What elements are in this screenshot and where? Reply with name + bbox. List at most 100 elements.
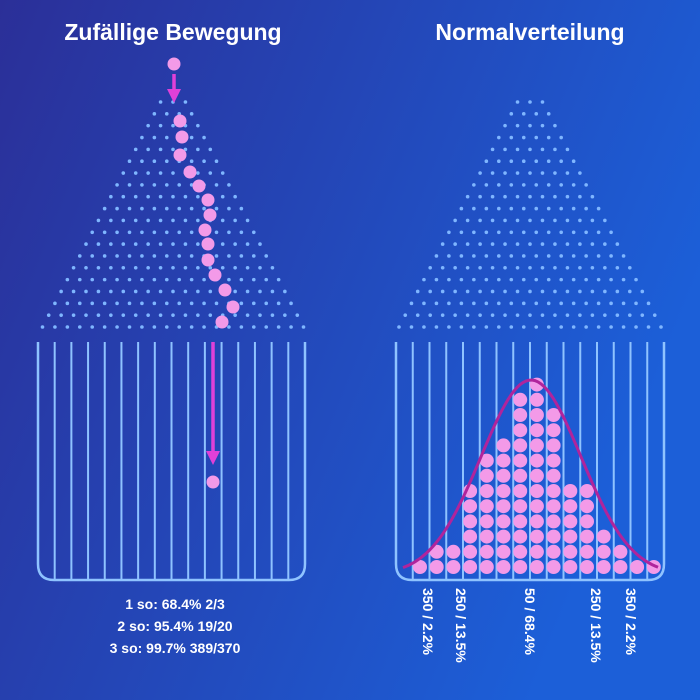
peg bbox=[515, 289, 520, 294]
peg bbox=[515, 218, 520, 223]
peg bbox=[270, 289, 275, 294]
peg bbox=[559, 183, 563, 187]
peg bbox=[565, 265, 570, 270]
board-layer bbox=[36, 57, 666, 582]
peg bbox=[503, 171, 507, 175]
peg bbox=[515, 194, 520, 199]
peg bbox=[534, 206, 539, 211]
peg bbox=[133, 147, 138, 152]
peg bbox=[559, 135, 563, 140]
peg bbox=[565, 171, 570, 175]
ball bbox=[479, 468, 494, 483]
ball bbox=[529, 468, 544, 483]
peg bbox=[127, 206, 132, 211]
peg bbox=[146, 194, 150, 199]
peg bbox=[546, 325, 551, 329]
peg bbox=[484, 325, 489, 329]
ball bbox=[529, 499, 544, 514]
peg bbox=[239, 277, 244, 282]
peg bbox=[158, 289, 163, 294]
peg bbox=[472, 230, 476, 235]
peg bbox=[84, 289, 88, 294]
peg bbox=[251, 230, 256, 235]
peg bbox=[478, 218, 482, 223]
peg bbox=[233, 313, 237, 317]
ball bbox=[206, 475, 220, 489]
peg bbox=[214, 183, 219, 187]
ball bbox=[463, 514, 478, 529]
peg bbox=[245, 218, 250, 223]
peg bbox=[233, 194, 237, 199]
peg bbox=[146, 265, 150, 270]
peg bbox=[534, 301, 539, 306]
ball bbox=[529, 560, 544, 574]
peg bbox=[171, 147, 175, 152]
peg bbox=[171, 171, 175, 175]
peg bbox=[115, 230, 119, 235]
peg bbox=[584, 254, 588, 258]
ball bbox=[630, 560, 645, 574]
stat-line: 1 so: 68.4% 2/3 bbox=[125, 596, 225, 612]
peg bbox=[214, 159, 219, 164]
ball bbox=[479, 529, 494, 544]
ball bbox=[546, 468, 561, 483]
peg bbox=[220, 171, 225, 175]
peg bbox=[152, 254, 157, 258]
peg bbox=[264, 325, 269, 329]
ball bbox=[496, 529, 511, 544]
peg bbox=[478, 313, 482, 317]
peg bbox=[84, 265, 88, 270]
peg bbox=[227, 277, 231, 282]
peg bbox=[509, 277, 514, 282]
peg bbox=[528, 147, 532, 152]
peg bbox=[472, 206, 476, 211]
ball bbox=[479, 453, 494, 468]
peg bbox=[164, 230, 169, 235]
peg bbox=[503, 147, 507, 152]
peg bbox=[164, 135, 169, 140]
peg bbox=[497, 325, 501, 329]
peg bbox=[227, 183, 231, 187]
peg bbox=[478, 289, 482, 294]
peg bbox=[227, 254, 231, 258]
peg bbox=[571, 254, 576, 258]
peg bbox=[183, 242, 188, 246]
peg bbox=[509, 230, 514, 235]
ball bbox=[463, 560, 478, 574]
peg bbox=[571, 325, 576, 329]
peg bbox=[152, 206, 157, 211]
ball bbox=[496, 544, 511, 559]
peg bbox=[127, 254, 132, 258]
peg bbox=[71, 265, 76, 270]
peg bbox=[590, 242, 595, 246]
ball bbox=[596, 560, 611, 574]
peg bbox=[276, 277, 281, 282]
peg bbox=[102, 206, 107, 211]
peg bbox=[609, 301, 613, 306]
peg bbox=[102, 301, 107, 306]
peg bbox=[233, 289, 237, 294]
peg bbox=[490, 171, 495, 175]
peg bbox=[490, 289, 495, 294]
peg bbox=[164, 159, 169, 164]
peg bbox=[465, 289, 470, 294]
peg bbox=[571, 301, 576, 306]
peg bbox=[152, 277, 157, 282]
peg bbox=[515, 100, 520, 104]
stat-line: 2 so: 95.4% 19/20 bbox=[117, 618, 232, 634]
peg bbox=[65, 277, 70, 282]
ball bbox=[446, 544, 461, 559]
peg bbox=[177, 301, 182, 306]
peg bbox=[264, 254, 269, 258]
peg bbox=[189, 325, 194, 329]
peg bbox=[540, 123, 545, 128]
peg bbox=[189, 277, 194, 282]
peg bbox=[640, 313, 645, 317]
peg bbox=[133, 218, 138, 223]
peg bbox=[102, 277, 107, 282]
peg bbox=[609, 325, 613, 329]
peg bbox=[189, 301, 194, 306]
peg bbox=[415, 313, 420, 317]
ball bbox=[496, 499, 511, 514]
peg bbox=[503, 265, 507, 270]
